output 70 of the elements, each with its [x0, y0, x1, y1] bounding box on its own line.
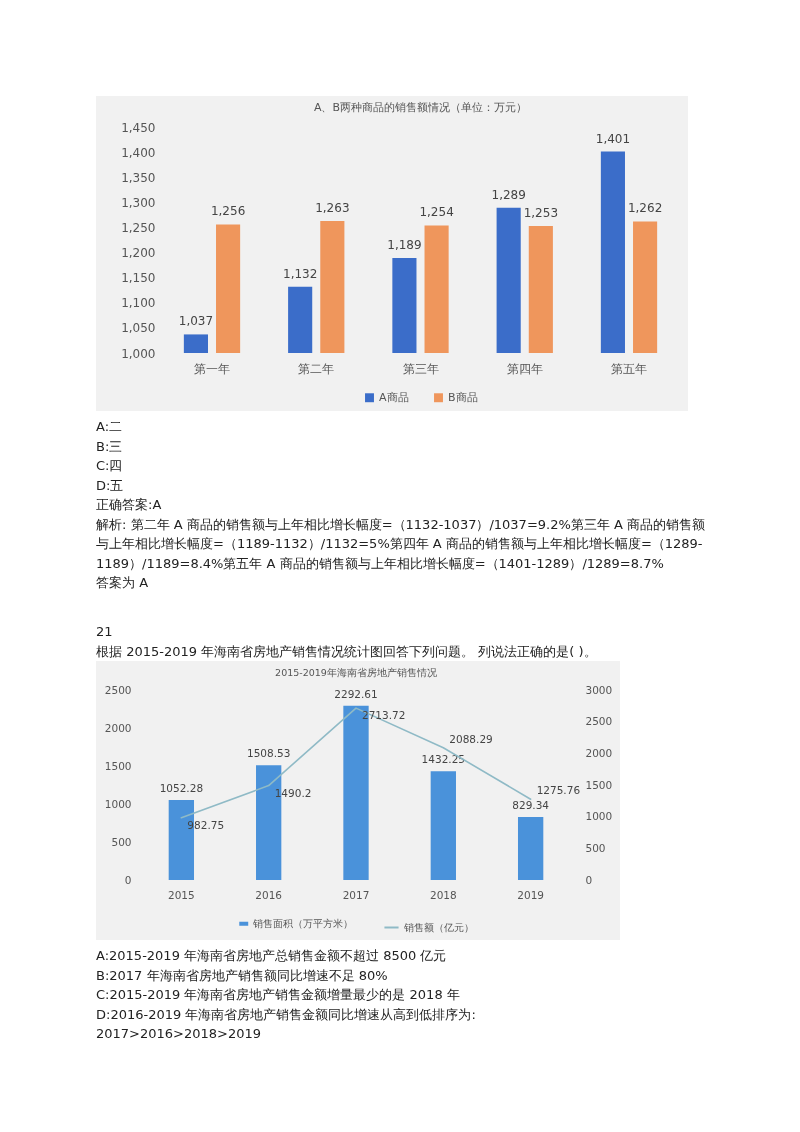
data-label: 1,132	[282, 266, 318, 281]
text: C:2015-2019 年海南省房地产销售金额增量最少的是 2018 年	[96, 986, 461, 1004]
y-tick-label: 1000	[104, 797, 132, 810]
legend-label: 销售面积（万平方米）	[251, 917, 353, 929]
legend-label: B商品	[448, 390, 478, 404]
x-tick-label: 第一年	[194, 361, 230, 376]
text: 答案为 A	[96, 574, 150, 592]
data-label: 1,401	[595, 131, 631, 146]
y-tick-label: 1,200	[121, 246, 156, 261]
data-label: 1,263	[315, 200, 350, 215]
y-tick-label: 500	[111, 835, 132, 848]
y2-tick-label: 1000	[585, 810, 613, 823]
data-label: 2088.29	[449, 732, 493, 745]
text: 正确答案:A	[96, 496, 163, 514]
y-tick-label: 1,150	[121, 271, 156, 286]
y-tick-label: 1500	[104, 759, 132, 772]
data-label: 1275.76	[536, 784, 581, 797]
data-label: 1432.25	[421, 753, 466, 766]
data-label: 1,037	[178, 314, 214, 329]
y2-tick-label: 0	[585, 873, 593, 886]
data-label: 1,253	[523, 205, 559, 220]
y-tick-label: 1,050	[121, 321, 156, 336]
y-tick-label: 1,100	[121, 296, 156, 311]
y-tick-label: 1,400	[121, 145, 156, 160]
text: B:2017 年海南省房地产销售额同比增速不足 80%	[96, 966, 389, 985]
x-tick-label: 第三年	[402, 361, 439, 376]
x-tick-label: 2019	[517, 888, 545, 901]
bar	[517, 816, 544, 880]
y2-tick-label: 1500	[585, 778, 613, 791]
y-tick-label: 2500	[104, 683, 132, 696]
data-label: 1,256	[210, 204, 246, 219]
text: B:三	[96, 437, 124, 456]
x-tick-label: 2018	[429, 888, 457, 901]
data-label: 1508.53	[246, 747, 291, 760]
x-tick-label: 2017	[342, 888, 370, 901]
data-label: 1,189	[387, 238, 422, 253]
text: 解析: 第二年 A 商品的销售额与上年相比增长幅度=（1132-1037）/1037=9.2%第三年 A 商品的销售额与上年相比增长幅度=（1189-1132）/1132=5%第四年 A 商品的销售额与上年相比增长幅度=（1289-1189）/1189=8.4%第五年 A 商品的销售额与上年相比增长幅度=（1401-1289）/1289=8.7%	[96, 515, 706, 573]
chart-title: A、B两种商品的销售额情况（单位：万元）	[313, 101, 528, 114]
y-tick-label: 1,450	[121, 120, 156, 135]
text: D:2016-2019 年海南省房地产销售金额同比增速从高到低排序为: 2017>2016>2018>2019	[96, 1005, 477, 1043]
data-label: 1,254	[419, 205, 454, 220]
y-tick-label: 2000	[104, 721, 132, 734]
x-tick-label: 第五年	[611, 361, 647, 376]
text: A:二	[96, 418, 124, 436]
legend-label: 销售额（亿元）	[403, 921, 474, 933]
data-label: 2292.61	[334, 687, 378, 700]
chart-subtitle: 21 根据 2015-2019 年海南省房地产销售情况统计图回答下列问题。 列说法正确的是( )。	[96, 623, 598, 661]
x-tick-label: 第二年	[298, 361, 335, 376]
y2-tick-label: 2500	[585, 715, 613, 728]
x-tick-label: 2016	[255, 888, 283, 901]
y-tick-label: 1,300	[121, 195, 156, 210]
bar	[430, 771, 456, 880]
y-tick-label: 1,350	[121, 170, 156, 185]
y2-tick-label: 3000	[585, 683, 613, 696]
data-label: 1052.28	[159, 782, 204, 795]
data-label: 1,262	[627, 201, 663, 216]
chart-title: 2015-2019年海南省房地产销售情况	[275, 666, 437, 678]
y2-tick-label: 2000	[585, 746, 613, 759]
y-tick-label: 1,250	[121, 220, 156, 235]
text: C:四	[96, 457, 124, 475]
x-tick-label: 2015	[167, 888, 195, 901]
x-tick-label: 第四年	[506, 361, 543, 376]
legend-label: A商品	[379, 390, 409, 404]
text: D:五	[96, 476, 125, 495]
y-tick-label: 1,000	[121, 346, 156, 361]
y-tick-label: 0	[124, 873, 132, 886]
data-label: 1,289	[491, 187, 526, 202]
data-label: 829.34	[512, 798, 550, 811]
text: A:2015-2019 年海南省房地产总销售金额不超过 8500 亿元	[96, 947, 448, 965]
y2-tick-label: 500	[585, 841, 606, 854]
